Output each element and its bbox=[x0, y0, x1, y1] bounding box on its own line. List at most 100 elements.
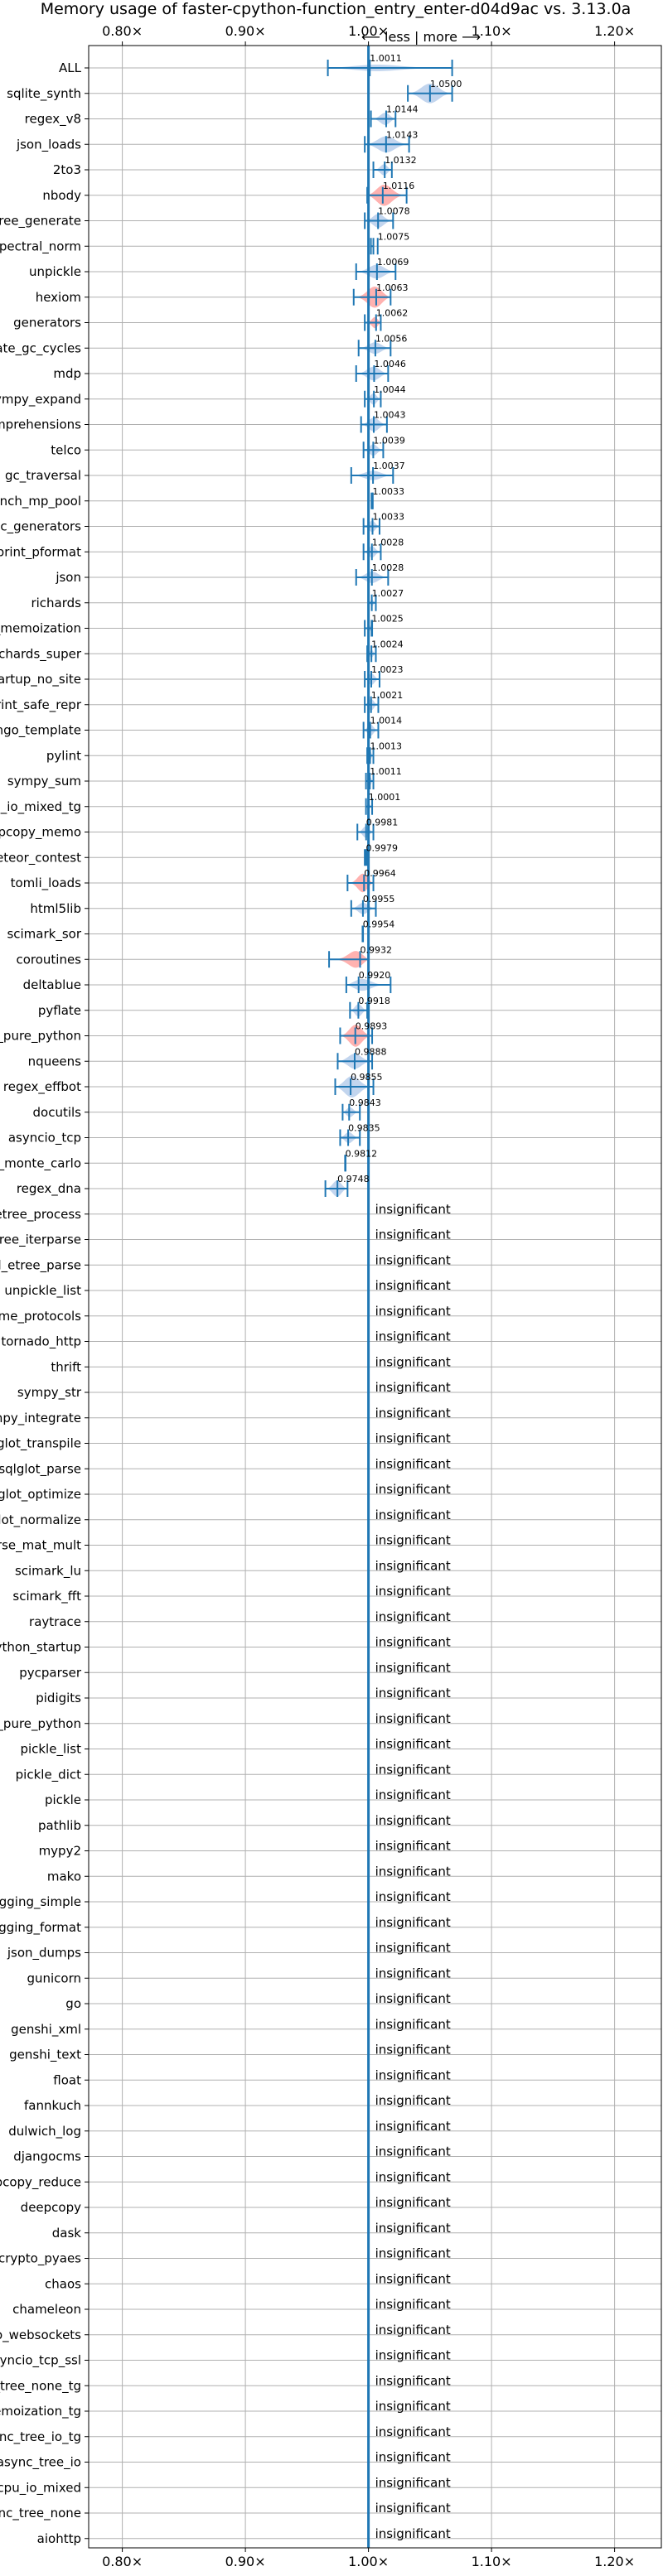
insignificant-label: insignificant bbox=[375, 2297, 451, 2312]
category-label: aiohttp bbox=[37, 2531, 81, 2546]
violin-regex-v8 bbox=[370, 110, 397, 128]
category-label: chaos bbox=[45, 2276, 81, 2291]
category-label: pickle_dict bbox=[16, 1767, 81, 1782]
category-label: pickle_pure_python bbox=[0, 1716, 81, 1732]
insignificant-label: insignificant bbox=[375, 2501, 451, 2516]
insignificant-label: insignificant bbox=[375, 2373, 451, 2388]
violin-telco bbox=[362, 441, 385, 459]
category-label: async_tree_none bbox=[0, 2506, 81, 2521]
category-label: scimark_monte_carlo bbox=[0, 1155, 81, 1171]
category-label: async_tree_cpu_io_mixed_tg bbox=[0, 799, 81, 815]
value-label: 1.0033 bbox=[373, 486, 405, 497]
category-label: pycparser bbox=[19, 1665, 82, 1680]
category-label: tomli_loads bbox=[11, 876, 82, 891]
value-label: 1.0043 bbox=[374, 410, 406, 421]
insignificant-label: insignificant bbox=[375, 2475, 451, 2490]
value-label: 1.0056 bbox=[375, 333, 408, 344]
violin-regex-dna bbox=[324, 1180, 349, 1197]
insignificant-label: insignificant bbox=[375, 1813, 451, 1828]
category-label: sqlglot_parse bbox=[0, 1461, 81, 1477]
value-label: 1.0021 bbox=[371, 690, 404, 701]
category-label: unpickle bbox=[29, 264, 81, 279]
category-label: async_tree_cpu_io_mixed bbox=[0, 2480, 81, 2496]
insignificant-label: insignificant bbox=[375, 1202, 451, 1217]
category-label: unpickle_pure_python bbox=[0, 1029, 81, 1044]
value-label: 1.0132 bbox=[385, 155, 417, 166]
category-label: coroutines bbox=[16, 952, 81, 967]
category-label: deltablue bbox=[23, 977, 81, 992]
insignificant-label: insignificant bbox=[375, 2424, 451, 2439]
violin-gc-traversal bbox=[350, 467, 394, 484]
value-label: 1.0075 bbox=[378, 231, 410, 242]
category-label: deepcopy_memo bbox=[0, 825, 81, 841]
category-label: sympy_expand bbox=[0, 392, 81, 408]
insignificant-label: insignificant bbox=[375, 1991, 451, 2006]
value-label: 1.0044 bbox=[374, 384, 406, 395]
category-label: docutils bbox=[33, 1105, 82, 1120]
violin-deepcopy-memo bbox=[356, 823, 375, 841]
insignificant-label: insignificant bbox=[375, 1762, 451, 1777]
category-label: sympy_sum bbox=[7, 774, 81, 789]
category-label: mdp bbox=[53, 366, 81, 381]
category-label: scimark_sparse_mat_mult bbox=[0, 1538, 81, 1554]
violin-regex-effbot bbox=[334, 1076, 375, 1097]
x-tick-label-top: 1.10× bbox=[472, 23, 512, 39]
insignificant-label: insignificant bbox=[375, 2043, 451, 2057]
category-label: xml_etree_iterparse bbox=[0, 1233, 81, 1248]
violin-docutils bbox=[341, 1103, 361, 1121]
insignificant-label: insignificant bbox=[375, 1889, 451, 1904]
category-label: richards bbox=[31, 596, 81, 610]
category-label: crypto_pyaes bbox=[0, 2251, 81, 2267]
category-label: bench_mp_pool bbox=[0, 494, 81, 509]
insignificant-label: insignificant bbox=[375, 1406, 451, 1421]
violin-sympy-expand bbox=[364, 390, 382, 408]
value-label: 1.0078 bbox=[378, 206, 410, 217]
violin-unpickle-pure-python bbox=[339, 1025, 374, 1047]
value-label: 1.0025 bbox=[371, 614, 404, 625]
category-label: json_loads bbox=[16, 137, 81, 152]
insignificant-label: insignificant bbox=[375, 2271, 451, 2286]
category-label: pickle_list bbox=[20, 1742, 81, 1758]
insignificant-label: insignificant bbox=[375, 1380, 451, 1395]
value-label: 1.0033 bbox=[373, 512, 405, 523]
category-label: logging_format bbox=[0, 1920, 81, 1936]
category-label: pickle bbox=[45, 1792, 81, 1807]
insignificant-label: insignificant bbox=[375, 1558, 451, 1573]
category-label: python_startup_no_site bbox=[0, 672, 81, 687]
category-label: regex_effbot bbox=[3, 1079, 81, 1095]
category-label: mako bbox=[47, 1869, 81, 1884]
category-label: scimark_lu bbox=[15, 1563, 81, 1579]
value-label: 0.9955 bbox=[363, 894, 395, 904]
category-label: float bbox=[53, 2072, 81, 2087]
category-label: sympy_integrate bbox=[0, 1411, 81, 1426]
category-label: async_tree_io_tg bbox=[0, 2429, 81, 2445]
category-label: pprint_pformat bbox=[0, 544, 81, 560]
category-label: asyncio_websockets bbox=[0, 2328, 81, 2343]
category-label: json bbox=[55, 570, 81, 585]
insignificant-label: insignificant bbox=[375, 2169, 451, 2184]
category-label: asyncio_tcp_ssl bbox=[0, 2353, 81, 2369]
violin-json-loads bbox=[364, 136, 410, 153]
x-tick-label-bottom: 0.80× bbox=[102, 2554, 143, 2569]
insignificant-label: insignificant bbox=[375, 1686, 451, 1700]
insignificant-label: insignificant bbox=[375, 2067, 451, 2082]
violin-spectral-norm bbox=[370, 238, 379, 255]
value-label: 0.9888 bbox=[355, 1046, 387, 1057]
category-label: gc_traversal bbox=[5, 468, 81, 484]
category-label: regex_dna bbox=[17, 1181, 81, 1197]
annotation-labels: 1.0011 1.0500 1.0144 1.0143 1.0132 1.0116 1.00… bbox=[337, 53, 462, 2541]
category-label: nqueens bbox=[28, 1054, 81, 1069]
category-label: comprehensions bbox=[0, 417, 81, 432]
value-label: 1.0028 bbox=[372, 537, 404, 548]
value-label: 1.0144 bbox=[386, 104, 419, 115]
insignificant-label: insignificant bbox=[375, 1635, 451, 1650]
violin-pprint-safe-repr bbox=[364, 696, 380, 713]
violin-bench-mp-pool bbox=[370, 492, 374, 509]
insignificant-label: insignificant bbox=[375, 1864, 451, 1879]
category-label: sympy_str bbox=[17, 1385, 82, 1401]
category-label: deepcopy_reduce bbox=[0, 2174, 81, 2190]
value-label: 1.0014 bbox=[370, 716, 403, 726]
category-label: html5lib bbox=[30, 901, 81, 916]
category-label: mypy2 bbox=[39, 1844, 81, 1859]
